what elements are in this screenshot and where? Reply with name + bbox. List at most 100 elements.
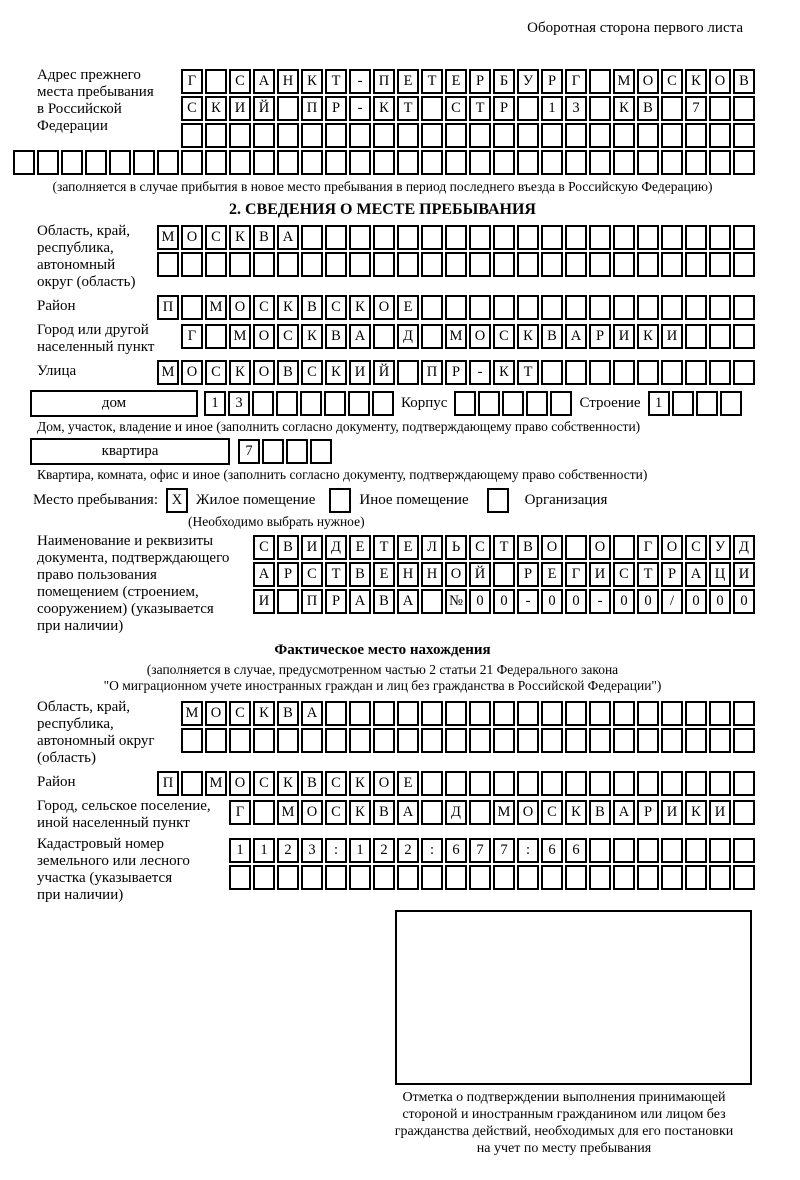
char-box[interactable]: К <box>325 360 347 385</box>
char-box[interactable] <box>373 728 395 753</box>
char-box[interactable] <box>733 771 755 796</box>
char-box[interactable] <box>493 728 515 753</box>
char-box[interactable] <box>517 225 539 250</box>
char-box[interactable] <box>685 295 707 320</box>
char-box[interactable]: П <box>301 96 323 121</box>
char-box[interactable]: К <box>517 324 539 349</box>
char-box[interactable] <box>349 252 371 277</box>
char-box[interactable] <box>589 96 611 121</box>
char-box[interactable]: О <box>253 360 275 385</box>
char-box[interactable]: 0 <box>493 589 515 614</box>
char-box[interactable] <box>205 150 227 175</box>
char-box[interactable] <box>454 391 477 416</box>
char-box[interactable]: И <box>253 589 275 614</box>
char-box[interactable] <box>493 701 515 726</box>
char-box[interactable] <box>469 123 491 148</box>
char-box[interactable] <box>685 123 707 148</box>
char-box[interactable] <box>613 771 635 796</box>
char-box[interactable]: К <box>349 771 371 796</box>
char-box[interactable] <box>661 701 683 726</box>
char-box[interactable]: А <box>253 69 275 94</box>
char-box[interactable] <box>733 225 755 250</box>
char-box[interactable] <box>661 771 683 796</box>
char-box[interactable] <box>262 439 284 464</box>
char-box[interactable]: Т <box>397 96 419 121</box>
char-box[interactable] <box>565 123 587 148</box>
char-box[interactable] <box>421 728 443 753</box>
char-box[interactable]: Р <box>469 69 491 94</box>
char-box[interactable] <box>685 252 707 277</box>
char-box[interactable] <box>181 123 203 148</box>
char-box[interactable] <box>733 701 755 726</box>
char-box[interactable] <box>517 728 539 753</box>
char-box[interactable] <box>469 728 491 753</box>
char-box[interactable]: К <box>349 800 371 825</box>
char-box[interactable]: Д <box>325 535 347 560</box>
char-box[interactable]: - <box>349 69 371 94</box>
char-box[interactable] <box>541 771 563 796</box>
char-box[interactable]: К <box>277 295 299 320</box>
char-box[interactable]: М <box>205 771 227 796</box>
char-box[interactable]: М <box>493 800 515 825</box>
char-box[interactable]: 3 <box>301 838 323 863</box>
char-box[interactable]: С <box>301 360 323 385</box>
char-box[interactable] <box>565 728 587 753</box>
char-box[interactable] <box>493 123 515 148</box>
char-box[interactable] <box>325 123 347 148</box>
char-box[interactable]: Р <box>541 69 563 94</box>
char-box[interactable] <box>589 295 611 320</box>
char-box[interactable] <box>229 728 251 753</box>
char-box[interactable]: С <box>253 771 275 796</box>
char-box[interactable] <box>445 701 467 726</box>
char-box[interactable]: Р <box>661 562 683 587</box>
char-box[interactable]: К <box>301 69 323 94</box>
char-box[interactable]: С <box>613 562 635 587</box>
char-box[interactable]: С <box>325 771 347 796</box>
char-box[interactable]: О <box>181 225 203 250</box>
char-box[interactable]: Е <box>373 562 395 587</box>
char-box[interactable]: У <box>709 535 731 560</box>
char-box[interactable]: В <box>349 562 371 587</box>
char-box[interactable]: О <box>637 69 659 94</box>
char-box[interactable] <box>541 295 563 320</box>
char-box[interactable] <box>613 252 635 277</box>
char-box[interactable] <box>301 728 323 753</box>
char-box[interactable] <box>565 225 587 250</box>
char-box[interactable] <box>13 150 35 175</box>
char-box[interactable] <box>253 150 275 175</box>
char-box[interactable]: С <box>493 324 515 349</box>
char-box[interactable]: 7 <box>493 838 515 863</box>
char-box[interactable]: Т <box>421 69 443 94</box>
char-box[interactable] <box>325 225 347 250</box>
char-box[interactable]: О <box>301 800 323 825</box>
char-box[interactable] <box>685 728 707 753</box>
char-box[interactable]: С <box>229 69 251 94</box>
char-box[interactable] <box>589 225 611 250</box>
char-box[interactable] <box>277 123 299 148</box>
char-box[interactable]: Т <box>637 562 659 587</box>
char-box[interactable] <box>397 701 419 726</box>
char-box[interactable] <box>205 252 227 277</box>
char-box[interactable]: № <box>445 589 467 614</box>
char-box[interactable] <box>61 150 83 175</box>
char-box[interactable]: К <box>277 771 299 796</box>
char-box[interactable]: К <box>493 360 515 385</box>
char-box[interactable] <box>205 324 227 349</box>
char-box[interactable] <box>421 252 443 277</box>
char-box[interactable]: М <box>613 69 635 94</box>
char-box[interactable]: П <box>301 589 323 614</box>
char-box[interactable] <box>277 589 299 614</box>
char-box[interactable] <box>685 360 707 385</box>
char-box[interactable] <box>613 225 635 250</box>
char-box[interactable] <box>709 865 731 890</box>
char-box[interactable] <box>613 865 635 890</box>
char-box[interactable]: - <box>517 589 539 614</box>
char-box[interactable]: Р <box>589 324 611 349</box>
char-box[interactable] <box>469 865 491 890</box>
char-box[interactable] <box>349 865 371 890</box>
char-box[interactable] <box>685 701 707 726</box>
char-box[interactable] <box>517 96 539 121</box>
char-box[interactable]: А <box>349 589 371 614</box>
char-box[interactable]: Н <box>277 69 299 94</box>
char-box[interactable]: В <box>325 324 347 349</box>
